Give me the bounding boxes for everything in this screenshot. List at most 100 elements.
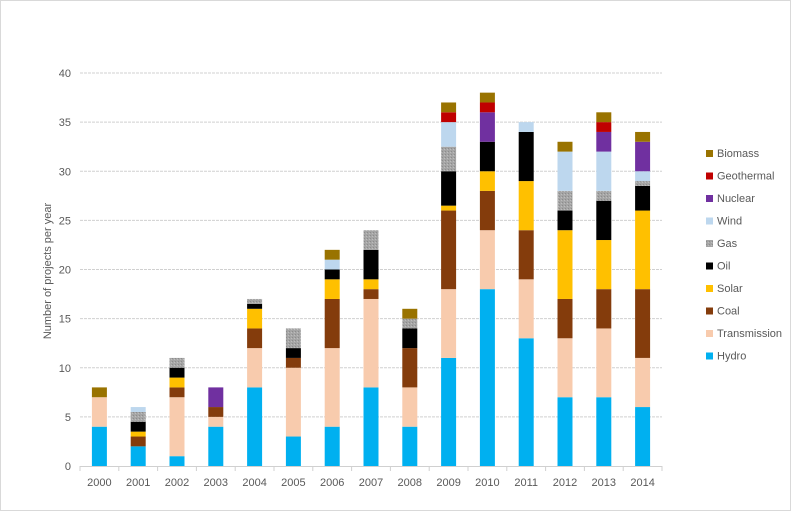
bar-segment-nuclear-2014 <box>635 141 651 172</box>
bar-segment-gas-2005 <box>285 328 301 349</box>
bar-segment-geothermal-2009 <box>441 112 457 123</box>
bar-segment-solar-2004 <box>247 308 263 329</box>
bar-segment-oil-2010 <box>479 141 495 172</box>
x-tick-label: 2011 <box>514 477 538 489</box>
bar-segment-geothermal-2013 <box>596 122 612 132</box>
bar-segment-nuclear-2013 <box>596 131 612 152</box>
y-tick-label: 10 <box>59 363 71 375</box>
bar-segment-gas-2013 <box>596 190 612 201</box>
bars <box>91 92 651 466</box>
legend: Biomass Geothermal Nuclear Wind Gas Oil Solar C… <box>706 148 782 363</box>
y-tick-label: 0 <box>65 461 71 473</box>
legend-label-solar: Solar <box>717 283 743 295</box>
bar-segment-wind-2006 <box>324 259 340 270</box>
bar-segment-solar-2009 <box>441 205 457 211</box>
bar-segment-oil-2013 <box>596 200 612 241</box>
x-tick-label: 2004 <box>242 477 266 489</box>
y-tick-label: 40 <box>59 68 71 80</box>
bar-segment-wind-2001 <box>130 407 146 412</box>
bar-segment-oil-2008 <box>402 328 418 349</box>
bar-segment-wind-2009 <box>441 122 457 147</box>
bar-segment-coal-2005 <box>285 357 301 368</box>
bar-segment-oil-2004 <box>247 303 263 309</box>
bar-segment-hydro-2003 <box>208 426 224 466</box>
y-tick-label: 35 <box>59 117 71 129</box>
y-tick-label: 15 <box>59 314 71 326</box>
x-tick-label: 2010 <box>475 477 499 489</box>
y-tick-label: 25 <box>59 215 71 227</box>
bar-segment-oil-2006 <box>324 269 340 280</box>
bar-segment-hydro-2011 <box>518 338 534 466</box>
x-tick-label: 2005 <box>281 477 305 489</box>
bar-segment-hydro-2001 <box>130 446 146 466</box>
bar-segment-gas-2001 <box>130 411 146 422</box>
bar-segment-coal-2002 <box>169 387 185 398</box>
bar-segment-transmission-2011 <box>518 279 534 339</box>
y-axis-title: Number of projects per year <box>42 203 54 340</box>
bar-segment-coal-2011 <box>518 230 534 280</box>
x-tick-label: 2012 <box>553 477 577 489</box>
legend-swatch-coal <box>706 307 713 315</box>
x-tick-label: 2001 <box>126 477 150 489</box>
bar-segment-wind-2011 <box>518 122 534 132</box>
legend-swatch-solar <box>706 285 713 292</box>
bar-segment-biomass-2000 <box>91 387 107 398</box>
bar-segment-hydro-2008 <box>402 426 418 466</box>
bar-segment-gas-2004 <box>247 298 263 304</box>
bar-segment-solar-2014 <box>635 210 651 290</box>
bar-segment-transmission-2003 <box>208 416 224 427</box>
bar-segment-coal-2001 <box>130 436 146 447</box>
bar-segment-solar-2013 <box>596 240 612 290</box>
legend-label-transmission: Transmission <box>717 328 782 340</box>
legend-label-oil: Oil <box>717 261 730 273</box>
bar-segment-hydro-2005 <box>285 436 301 466</box>
bar-segment-gas-2012 <box>557 190 573 211</box>
y-tick-label: 20 <box>59 265 71 277</box>
bar-segment-biomass-2013 <box>596 112 612 123</box>
x-tick-label: 2007 <box>359 477 383 489</box>
legend-label-geothermal: Geothermal <box>717 171 774 183</box>
x-tick-label: 2013 <box>592 477 616 489</box>
bar-segment-hydro-2000 <box>91 426 107 466</box>
x-tick-label: 2009 <box>436 477 460 489</box>
bar-segment-biomass-2012 <box>557 141 573 152</box>
legend-label-nuclear: Nuclear <box>717 193 755 205</box>
bar-segment-transmission-2009 <box>441 289 457 358</box>
bar-segment-gas-2014 <box>635 181 651 186</box>
bar-segment-solar-2012 <box>557 230 573 299</box>
bar-segment-coal-2004 <box>247 328 263 349</box>
bar-segment-coal-2010 <box>479 190 495 231</box>
legend-swatch-nuclear <box>706 195 713 202</box>
y-tick-label: 5 <box>65 412 71 424</box>
legend-swatch-transmission <box>706 330 713 337</box>
bar-segment-nuclear-2003 <box>208 387 224 408</box>
legend-swatch-oil <box>706 262 713 270</box>
bar-segment-hydro-2013 <box>596 397 612 466</box>
bar-segment-coal-2007 <box>363 289 379 299</box>
bar-segment-nuclear-2010 <box>479 112 495 142</box>
bar-segment-oil-2009 <box>441 171 457 206</box>
bar-segment-wind-2014 <box>635 171 651 182</box>
bar-segment-coal-2006 <box>324 298 340 349</box>
bar-segment-solar-2002 <box>169 377 185 388</box>
x-tick-label: 2002 <box>165 477 189 489</box>
bar-segment-oil-2001 <box>130 421 146 432</box>
x-tick-label: 2000 <box>87 477 111 489</box>
bar-segment-coal-2013 <box>596 289 612 329</box>
bar-segment-hydro-2006 <box>324 426 340 466</box>
bar-segment-wind-2012 <box>557 151 573 191</box>
bar-segment-hydro-2012 <box>557 397 573 466</box>
x-tick-label: 2006 <box>320 477 344 489</box>
bar-segment-biomass-2008 <box>402 308 418 319</box>
bar-segment-hydro-2004 <box>247 387 263 466</box>
bar-segment-transmission-2013 <box>596 328 612 398</box>
bar-segment-biomass-2014 <box>635 131 651 142</box>
bar-segment-oil-2014 <box>635 185 651 211</box>
bar-segment-oil-2007 <box>363 249 379 280</box>
bar-segment-solar-2001 <box>130 431 146 437</box>
bar-segment-hydro-2014 <box>635 407 651 466</box>
bar-segment-gas-2008 <box>402 318 418 329</box>
legend-label-hydro: Hydro <box>717 351 746 363</box>
